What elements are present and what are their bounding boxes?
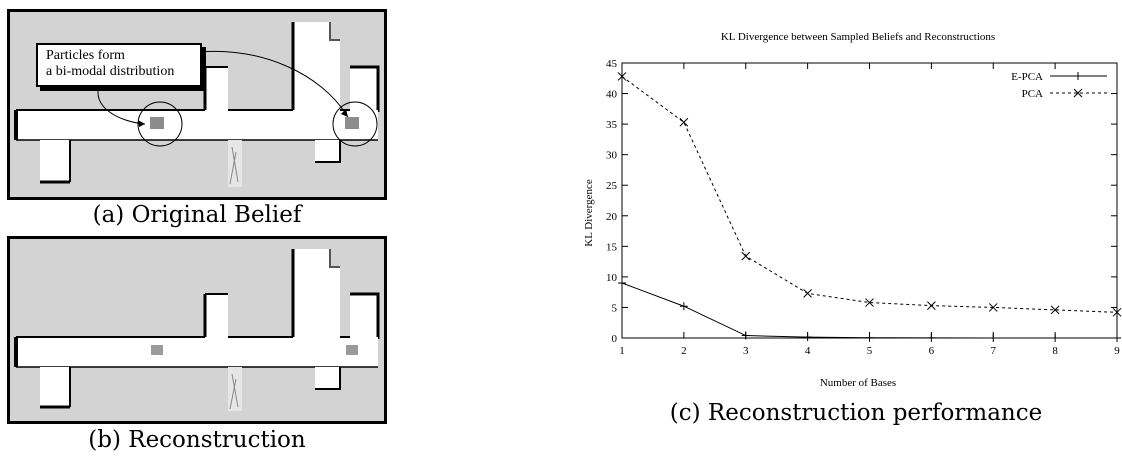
x-tick-label: 8: [1052, 345, 1058, 357]
plot-frame: [621, 62, 1118, 339]
data-point: [741, 251, 751, 261]
x-tick-label: 9: [1114, 345, 1120, 357]
data-point: [988, 303, 998, 312]
x-tick-label: 6: [929, 345, 935, 357]
chart-legend: E-PCA PCA: [1011, 71, 1107, 100]
panel-c: KL Divergence between Sampled Beliefs an…: [570, 0, 1122, 458]
y-tick-label: 10: [606, 272, 618, 284]
callout-line-2: a bi-modal distribution: [46, 64, 175, 79]
series-line-e-pca: [621, 282, 1118, 339]
map-b-drawing: [10, 239, 384, 421]
reconstructed-particles-left: [151, 345, 163, 355]
panel-b: (b) Reconstruction: [0, 232, 392, 458]
panel-a: Particles form a bi-modal distribution (…: [0, 0, 392, 232]
data-point: [618, 279, 626, 287]
y-tick-label: 30: [606, 150, 618, 162]
x-tick-label: 7: [991, 345, 997, 357]
caption-a: (a) Original Belief: [92, 202, 302, 228]
data-point: [1051, 333, 1060, 342]
caption-c: (c) Reconstruction performance: [669, 400, 1043, 426]
data-point: [617, 72, 627, 81]
y-tick-label: 40: [606, 89, 618, 101]
data-point: [679, 117, 689, 127]
data-point: [989, 333, 998, 342]
callout-box: Particles form a bi-modal distribution: [36, 43, 202, 87]
x-tick-label: 5: [867, 345, 873, 357]
data-point: [1112, 307, 1122, 317]
y-tick-label: 20: [606, 211, 618, 223]
particle-cluster-right: [345, 117, 359, 129]
callout-line-1: Particles form: [46, 48, 125, 63]
data-point: [865, 298, 874, 307]
series-line-pca: [621, 76, 1118, 313]
particle-cluster-left: [150, 117, 164, 129]
reconstruction-map: [7, 236, 387, 424]
reconstructed-particles-right: [346, 345, 358, 355]
chart-axes: [621, 62, 1118, 339]
data-point: [865, 333, 874, 342]
data-point: [1073, 88, 1083, 98]
data-point: [741, 331, 750, 340]
x-tick-label: 2: [681, 345, 687, 357]
caption-b: (b) Reconstruction: [88, 427, 306, 453]
legend-label: E-PCA: [1011, 71, 1043, 83]
x-axis-label: Number of Bases: [820, 377, 896, 389]
kl-divergence-chart: KL Divergence between Sampled Beliefs an…: [583, 31, 1122, 389]
y-tick-label: 15: [606, 241, 618, 253]
data-point: [803, 333, 812, 342]
y-tick-label: 45: [606, 58, 618, 70]
x-tick-label: 3: [743, 345, 749, 357]
data-point: [1074, 72, 1082, 80]
y-tick-label: 35: [606, 119, 618, 131]
data-point: [1113, 334, 1121, 342]
data-point: [803, 289, 812, 298]
original-belief-map: Particles form a bi-modal distribution: [7, 9, 387, 200]
y-tick-label: 0: [612, 333, 618, 345]
y-axis-label: KL Divergence: [583, 179, 595, 247]
x-tick-label: 1: [619, 345, 625, 357]
data-point: [927, 301, 936, 310]
chart-title: KL Divergence between Sampled Beliefs an…: [721, 31, 995, 43]
chart-series: [617, 72, 1122, 342]
data-point: [1050, 305, 1060, 315]
y-tick-label: 25: [606, 180, 618, 192]
x-tick-label: 4: [805, 345, 811, 357]
map-a-drawing: [10, 12, 384, 197]
data-point: [679, 302, 688, 311]
y-tick-label: 5: [612, 302, 618, 314]
legend-label: PCA: [1022, 88, 1043, 100]
data-point: [927, 333, 936, 342]
